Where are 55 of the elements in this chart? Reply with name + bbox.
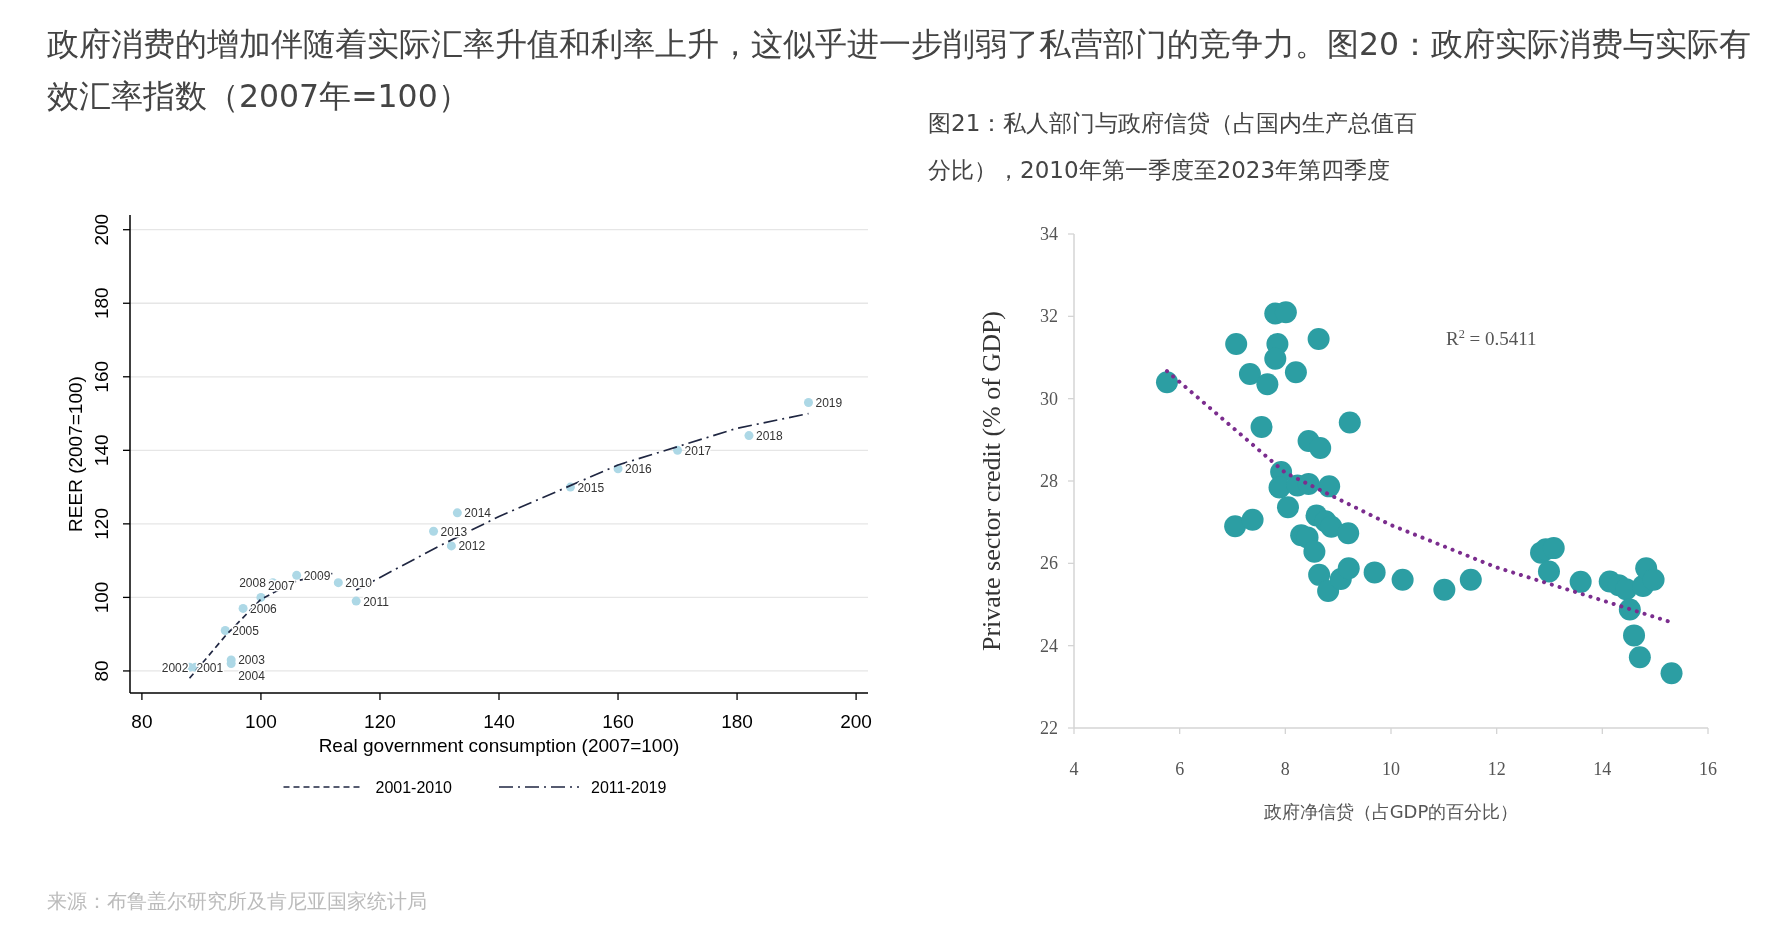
x-axis-title: Real government consumption (2007=100) (318, 735, 680, 756)
legend-label: 2011-2019 (591, 779, 667, 796)
y-tick-label: 30 (1040, 388, 1058, 409)
annotation: 2010 (345, 576, 373, 591)
y-tick-label: 80 (91, 660, 112, 682)
x-tick-label: 14 (1593, 759, 1612, 779)
chart-title: 图21：私人部门与政府信贷（占国内生产总值百分比），2010年第一季度至2023年第四季度 (928, 109, 1419, 185)
source-note: 来源：布鲁盖尔研究所及肯尼亚国家统计局 (47, 888, 427, 915)
y-tick-label: 140 (91, 434, 112, 467)
y-tick-label: 32 (1040, 306, 1058, 327)
x-tick-label: 120 (364, 711, 396, 732)
annotation: 2001 (196, 660, 224, 675)
x-tick-label: 16 (1699, 759, 1717, 779)
annotation: 2012 (458, 539, 486, 554)
y-axis-title: Private sector credit (% of GDP) (977, 310, 1006, 652)
y-tick-label: 120 (91, 508, 112, 540)
annotation: 2013 (440, 524, 468, 539)
annotation: 2006 (250, 601, 278, 616)
x-tick-label: 140 (483, 711, 515, 732)
annotation: 2004 (238, 669, 266, 684)
y-tick-label: 160 (91, 360, 112, 393)
y-tick-label: 24 (1040, 635, 1058, 656)
legend-label: 2001-2010 (375, 779, 453, 796)
y-tick-label: 26 (1040, 553, 1058, 574)
x-tick-label: 6 (1175, 759, 1185, 779)
annotation: 2005 (232, 623, 260, 638)
y-tick-label: 180 (91, 287, 112, 320)
x-axis-title: 政府净信贷（占GDP的百分比） (1263, 801, 1519, 822)
annotation: R$^{2}$ = 0.5411 (1446, 327, 1537, 349)
annotation: 2014 (464, 506, 492, 521)
x-tick-label: 10 (1382, 759, 1400, 779)
y-tick-label: 34 (1040, 224, 1058, 244)
x-tick-label: 80 (131, 711, 153, 732)
annotation: 2016 (625, 462, 653, 477)
annotation: 2018 (755, 429, 783, 444)
y-tick-label: 28 (1040, 471, 1058, 491)
annotation: 2015 (577, 480, 605, 495)
annotation: 2008 (239, 576, 267, 591)
annotation: 2019 (815, 396, 843, 411)
y-tick-label: 22 (1040, 718, 1058, 738)
x-tick-label: 100 (245, 711, 277, 732)
x-tick-label: 8 (1280, 759, 1290, 779)
annotation: 2002 (161, 660, 189, 675)
annotation: 2003 (238, 653, 266, 668)
x-tick-label: 180 (721, 711, 753, 732)
annotation: 2011 (363, 594, 390, 609)
y-tick-label: 100 (91, 581, 112, 614)
y-tick-label: 200 (91, 213, 112, 246)
x-tick-label: 4 (1069, 759, 1079, 779)
x-tick-label: 160 (602, 711, 634, 732)
x-tick-label: 12 (1487, 759, 1506, 779)
annotation: 2017 (684, 443, 712, 458)
x-tick-label: 200 (840, 711, 872, 732)
annotation: 2007 (267, 578, 295, 593)
y-axis-title: REER (2007=100) (65, 376, 86, 532)
